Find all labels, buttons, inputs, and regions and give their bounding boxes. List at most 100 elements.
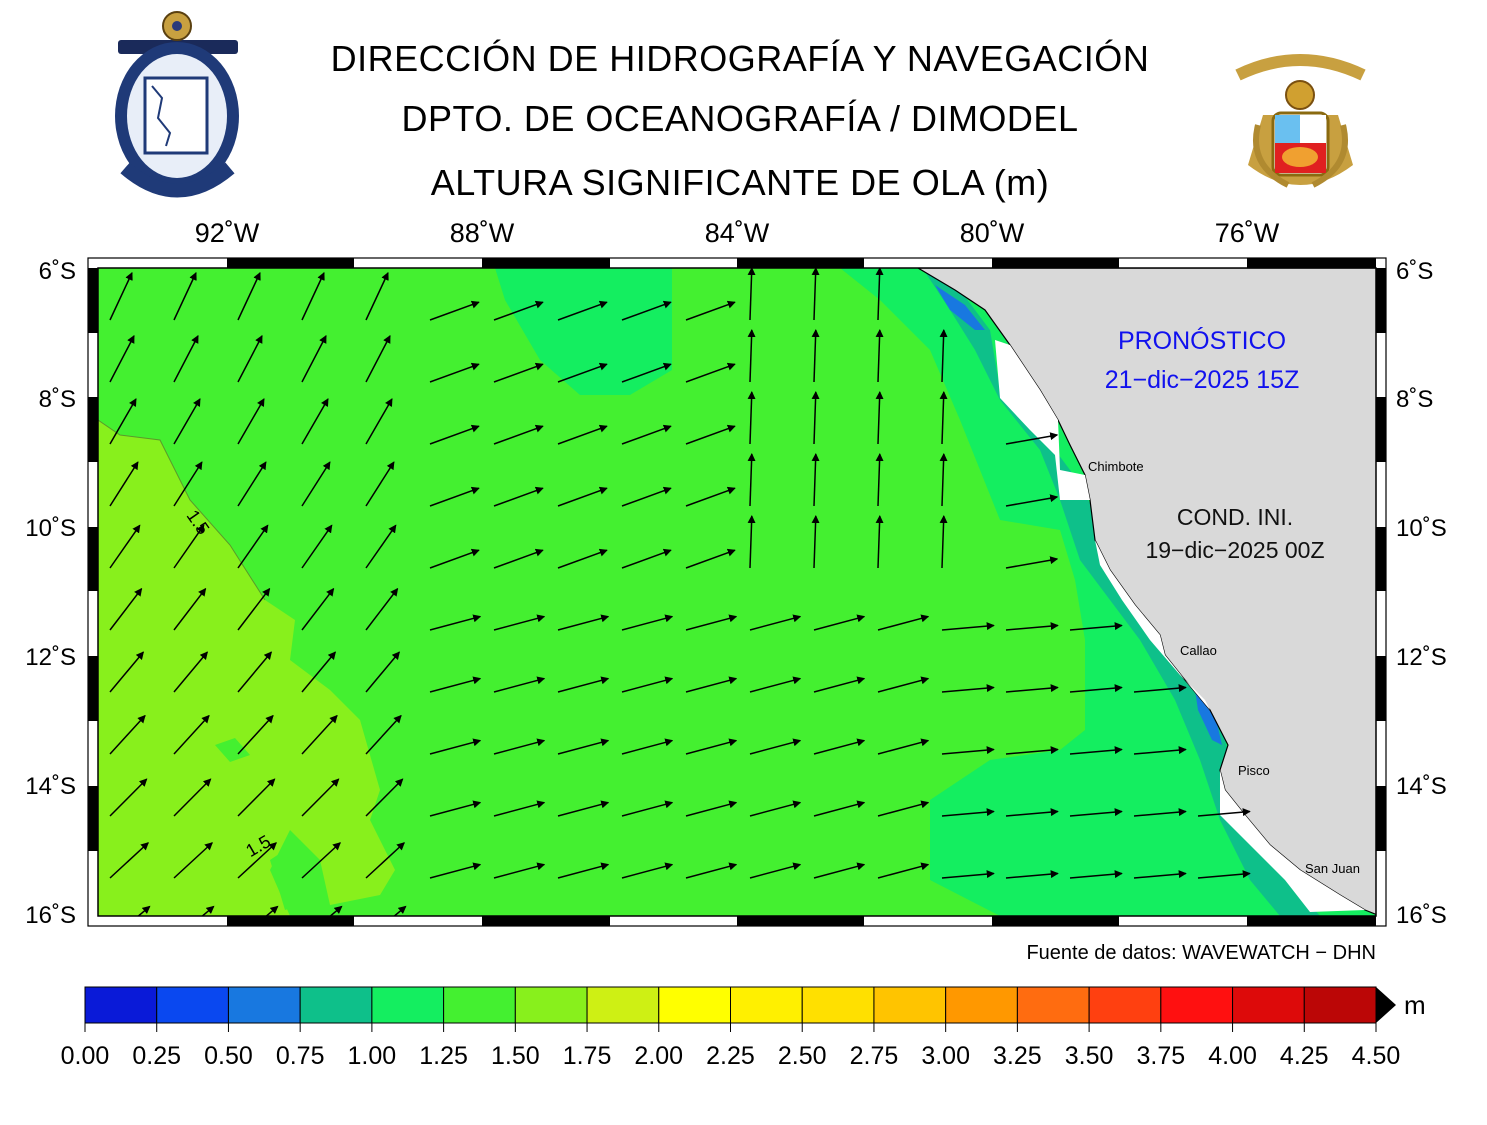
wave-arrow <box>493 862 546 879</box>
wave-arrow <box>1070 935 1122 940</box>
wave-arrow <box>685 424 736 445</box>
wave-arrow <box>493 424 544 445</box>
wave-arrow <box>237 714 274 755</box>
variable-title: ALTURA SIGNIFICANTE DE OLA (m) <box>430 162 1050 203</box>
wave-arrow <box>621 300 672 321</box>
wave-arrow <box>1069 870 1123 879</box>
colorbar-swatch <box>156 986 229 1024</box>
wave-arrow <box>237 778 276 817</box>
wave-arrow <box>301 714 338 755</box>
wave-arrow <box>237 334 263 383</box>
wave-arrow <box>621 424 672 445</box>
forecast-time: 21−dic−2025 15Z <box>1104 366 1300 394</box>
wave-arrow <box>137 905 151 916</box>
wave-arrow <box>109 778 148 817</box>
wave-arrow <box>811 268 820 321</box>
wave-arrow <box>941 622 995 631</box>
wave-arrow <box>301 778 340 817</box>
wave-arrow <box>557 486 608 507</box>
wave-arrow <box>493 362 544 383</box>
wave-arrow <box>301 842 341 879</box>
lat-label-left-14s: 14˚S <box>25 773 76 800</box>
lon-label-80w: 80˚W <box>959 218 1025 248</box>
wave-arrow <box>173 398 201 445</box>
lon-label-88w: 88˚W <box>449 218 515 248</box>
wave-arrow <box>429 300 480 321</box>
wave-arrow <box>1326 935 1378 940</box>
colorbar-tick-label: 2.00 <box>634 1042 684 1070</box>
wave-arrow <box>237 271 261 321</box>
colorbar-tick-label: 3.00 <box>921 1042 970 1070</box>
wave-arrow <box>493 738 546 755</box>
field-1-25-1-50-island <box>270 840 320 910</box>
wave-arrow <box>813 676 866 693</box>
map-frame-ticks <box>88 258 1386 926</box>
colorbar-swatch <box>443 986 516 1024</box>
wave-arrow <box>685 362 736 383</box>
wave-arrow <box>814 927 864 940</box>
wave-arrow <box>1133 870 1187 879</box>
wave-arrow <box>1005 808 1059 817</box>
department-title: DPTO. DE OCEANOGRAFÍA / DIMODEL <box>401 98 1079 139</box>
wave-arrow <box>875 515 884 569</box>
wave-arrow <box>301 334 327 383</box>
wave-arrow <box>365 714 402 755</box>
wave-arrow <box>621 614 674 631</box>
wave-arrow <box>557 676 610 693</box>
wave-arrow <box>749 862 802 879</box>
wave-arrow <box>813 862 866 879</box>
wave-arrow <box>813 614 866 631</box>
forecast-label: PRONÓSTICO <box>1117 327 1287 355</box>
wave-arrow <box>557 548 608 569</box>
wave-arrow <box>1133 746 1187 755</box>
wave-arrow <box>557 300 608 321</box>
wave-arrow <box>750 927 800 940</box>
lat-label-right-8s: 8˚S <box>1396 386 1434 413</box>
wave-arrow <box>109 651 144 693</box>
lat-label-left-16s: 16˚S <box>25 902 76 929</box>
colorbar-tick-label: 4.25 <box>1279 1042 1329 1070</box>
wave-arrow <box>1005 622 1059 631</box>
wave-arrow <box>939 515 948 569</box>
colorbar-tick-label: 4.00 <box>1208 1042 1257 1070</box>
wave-arrow <box>878 927 928 940</box>
wave-arrow <box>1069 746 1123 755</box>
lat-label-right-16s: 16˚S <box>1396 902 1447 929</box>
lon-label-92w: 92˚W <box>194 218 260 248</box>
wave-arrow <box>1005 432 1059 445</box>
colorbar-swatch <box>1088 986 1162 1024</box>
wave-arrow <box>430 927 480 940</box>
wave-arrow <box>1005 556 1059 569</box>
wave-arrow <box>109 524 141 569</box>
wave-arrow <box>621 362 672 383</box>
colorbar-swatch <box>1016 986 1090 1024</box>
wave-arrow <box>109 587 143 631</box>
wave-direction-arrows <box>109 268 1378 940</box>
wave-arrow <box>811 329 820 383</box>
wave-arrow <box>621 676 674 693</box>
wave-arrow <box>813 800 866 817</box>
colorbar-tick-label: 4.50 <box>1351 1042 1401 1070</box>
colorbar-swatch <box>658 986 731 1024</box>
field-1-25-1-50-island <box>215 738 250 762</box>
wave-arrow <box>1198 935 1250 940</box>
lon-label-76w: 76˚W <box>1214 218 1280 248</box>
wave-arrow <box>109 398 137 445</box>
wave-arrow <box>1134 935 1186 940</box>
wave-arrow <box>941 746 995 755</box>
wave-arrow <box>301 398 329 445</box>
city-label-san-juan: San Juan <box>1305 861 1360 876</box>
wave-arrow <box>557 614 610 631</box>
wave-arrow <box>365 334 391 383</box>
colorbar-tick-label: 1.75 <box>562 1042 612 1070</box>
wave-arrow <box>173 651 208 693</box>
wave-arrow <box>365 842 405 879</box>
wave-arrow <box>1005 746 1059 755</box>
wave-arrow <box>173 524 205 569</box>
colorbar <box>84 986 1396 1032</box>
wave-arrow <box>493 486 544 507</box>
colorbar-tick-label: 2.25 <box>706 1042 755 1070</box>
wave-arrow <box>109 334 135 383</box>
colorbar-swatch <box>945 986 1018 1024</box>
wave-arrow <box>877 676 930 693</box>
